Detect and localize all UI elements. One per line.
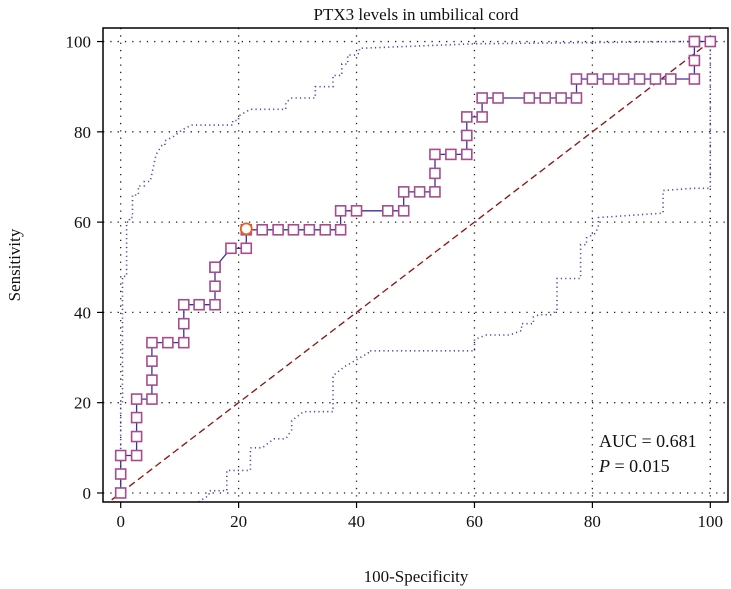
roc-point-marker	[177, 336, 190, 349]
roc-point-marker	[177, 317, 190, 330]
roc-point-marker	[665, 73, 677, 85]
reference-line	[107, 40, 711, 502]
roc-point-marker	[256, 223, 268, 236]
roc-point-marker	[209, 280, 221, 293]
roc-point-marker	[130, 411, 143, 424]
x-tick-label: 40	[348, 512, 365, 531]
roc-point-marker	[146, 336, 158, 349]
roc-point-marker	[555, 92, 567, 104]
roc-point-marker	[209, 298, 221, 311]
x-tick-label: 100	[698, 512, 724, 531]
roc-curve	[114, 35, 717, 499]
y-tick-label: 100	[66, 33, 92, 52]
roc-point-marker	[350, 205, 363, 217]
x-tick-label: 20	[230, 512, 247, 531]
roc-point-marker	[334, 223, 347, 236]
chart-title: PTX3 levels in umbilical cord	[314, 5, 519, 24]
x-tick-label: 80	[584, 512, 601, 531]
roc-point-marker	[397, 205, 410, 217]
roc-point-marker	[617, 73, 630, 85]
roc-point-marker	[704, 35, 717, 48]
roc-point-marker	[397, 186, 410, 198]
roc-point-marker	[146, 355, 158, 367]
roc-point-marker	[476, 111, 488, 123]
roc-point-marker	[688, 54, 701, 67]
roc-point-marker	[492, 92, 504, 104]
y-tick-label: 80	[74, 123, 91, 142]
x-axis-label: 100-Specificity	[364, 567, 469, 586]
auc-annotation: AUC = 0.681	[599, 431, 697, 451]
roc-point-marker	[130, 449, 143, 462]
x-tick-label: 60	[466, 512, 483, 531]
roc-point-marker	[586, 73, 599, 85]
roc-point-marker	[209, 261, 221, 274]
roc-point-marker	[445, 148, 457, 161]
diagonal-reference-line	[107, 40, 711, 502]
roc-point-marker	[476, 92, 488, 104]
roc-point-marker	[146, 393, 158, 405]
roc-point-marker	[539, 92, 552, 104]
roc-point-marker	[649, 73, 662, 85]
roc-point-marker	[460, 129, 473, 142]
roc-point-marker	[146, 374, 158, 386]
roc-point-marker	[240, 242, 253, 255]
y-tick-label: 40	[74, 303, 91, 322]
roc-point-marker	[429, 186, 441, 198]
plot-frame	[102, 27, 729, 503]
grid	[103, 28, 728, 502]
roc-point-marker	[570, 92, 583, 104]
roc-point-marker	[460, 148, 473, 161]
roc-point-marker	[130, 430, 143, 443]
roc-point-marker	[287, 223, 300, 236]
roc-point-marker	[114, 468, 127, 480]
roc-point-marker	[114, 449, 127, 462]
roc-point-marker	[633, 73, 646, 85]
roc-point-marker	[162, 336, 174, 349]
roc-point-marker	[193, 298, 205, 311]
roc-point-marker	[413, 186, 426, 198]
roc-point-marker	[177, 298, 190, 311]
roc-point-marker	[429, 167, 441, 180]
roc-point-marker	[570, 73, 583, 85]
y-tick-label: 0	[83, 484, 92, 503]
axis-ticks: 0 20 40 60 80 100 0 20 40 60 80 100	[66, 33, 724, 531]
roc-point-marker	[523, 92, 536, 104]
roc-point-marker	[602, 73, 615, 85]
roc-point-marker	[303, 223, 316, 236]
roc-point-marker	[319, 223, 332, 236]
p-value: = 0.015	[610, 456, 670, 476]
p-label: P	[598, 456, 610, 476]
roc-point-marker	[272, 223, 284, 236]
roc-point-marker	[130, 393, 143, 405]
roc-point-marker	[225, 242, 237, 255]
roc-point-marker	[688, 35, 701, 48]
x-tick-label: 0	[116, 512, 125, 531]
roc-point-marker	[688, 73, 701, 85]
y-tick-label: 60	[74, 213, 91, 232]
p-value-annotation: P = 0.015	[598, 456, 670, 476]
roc-point-marker	[460, 111, 473, 123]
roc-point-marker	[334, 205, 347, 217]
roc-point-marker	[381, 205, 394, 217]
y-tick-label: 20	[74, 394, 91, 413]
roc-point-marker	[429, 148, 441, 161]
optimal-cutoff-marker	[239, 222, 253, 236]
y-axis-label: Sensitivity	[5, 228, 24, 301]
roc-point-marker	[114, 487, 127, 499]
